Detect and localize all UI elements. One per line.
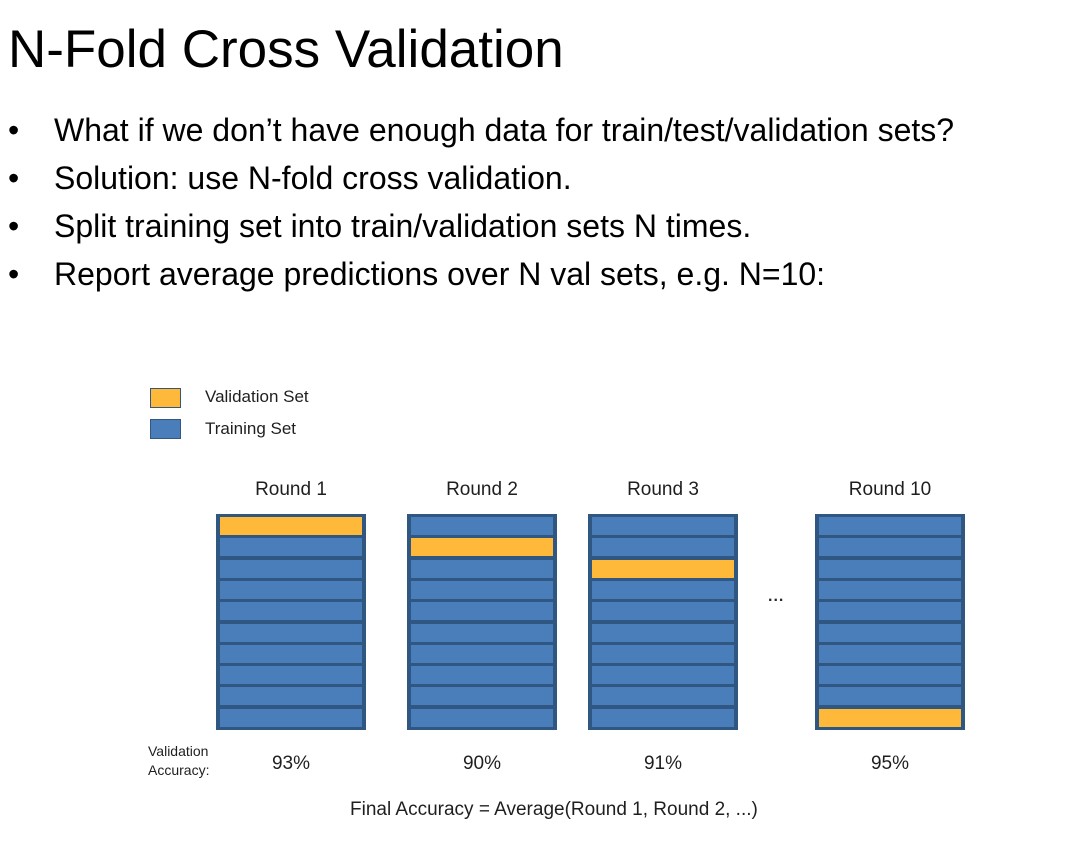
round-accuracy-value: 95%	[870, 753, 910, 774]
training-fold	[819, 687, 961, 706]
accuracy-caption-line: Accuracy:	[148, 762, 210, 778]
training-fold	[592, 687, 734, 706]
training-fold	[411, 517, 553, 535]
legend-validation-swatch	[150, 388, 181, 408]
slide-title: N-Fold Cross Validation	[8, 20, 564, 79]
round-3-fold-stack	[588, 514, 738, 730]
training-fold	[819, 580, 961, 599]
training-fold	[411, 708, 553, 727]
round-accuracy-value: 93%	[271, 753, 311, 774]
legend-training-swatch	[150, 419, 181, 439]
rounds-ellipsis: ...	[768, 588, 785, 605]
training-fold	[592, 517, 734, 535]
training-fold	[592, 580, 734, 599]
training-fold	[220, 687, 362, 706]
training-fold	[819, 517, 961, 535]
validation-fold	[220, 517, 362, 535]
bullet-item: • Report average predictions over N val s…	[6, 250, 1066, 298]
training-fold	[220, 559, 362, 578]
bullet-item: • Solution: use N-fold cross validation.	[6, 154, 1066, 202]
bullet-dot: •	[8, 208, 20, 244]
bullet-text: What if we don’t have enough data for tr…	[54, 112, 955, 148]
training-fold	[220, 666, 362, 685]
training-fold	[819, 538, 961, 557]
training-fold	[411, 580, 553, 599]
training-fold	[819, 559, 961, 578]
bullet-item: • Split training set into train/validatio…	[6, 202, 1066, 250]
round-label: Round 10	[848, 479, 932, 500]
round-10-fold-stack	[815, 514, 965, 730]
accuracy-caption-line: Validation	[148, 743, 209, 759]
bullet-dot: •	[8, 160, 20, 196]
bullet-text: Solution: use N-fold cross validation.	[54, 160, 572, 196]
training-fold	[411, 559, 553, 578]
final-accuracy-formula: Final Accuracy = Average(Round 1, Round …	[350, 799, 758, 820]
training-fold	[592, 708, 734, 727]
bullet-dot: •	[8, 112, 20, 148]
round-accuracy-value: 91%	[643, 753, 683, 774]
training-fold	[411, 666, 553, 685]
training-fold	[819, 602, 961, 621]
bullet-list: • What if we don’t have enough data for t…	[6, 106, 1066, 298]
training-fold	[220, 580, 362, 599]
round-1-fold-stack	[216, 514, 366, 730]
training-fold	[819, 623, 961, 642]
round-2-fold-stack	[407, 514, 557, 730]
training-fold	[819, 644, 961, 663]
legend-training-label: Training Set	[205, 419, 297, 438]
bullet-text: Split training set into train/validation…	[54, 208, 752, 244]
validation-fold	[819, 708, 961, 727]
validation-fold	[411, 538, 553, 557]
round-label: Round 3	[627, 479, 699, 500]
round-label: Round 1	[255, 479, 327, 500]
training-fold	[411, 644, 553, 663]
training-fold	[220, 623, 362, 642]
bullet-text: Report average predictions over N val se…	[54, 256, 826, 292]
training-fold	[592, 538, 734, 557]
legend-validation-label: Validation Set	[205, 387, 309, 406]
training-fold	[220, 538, 362, 557]
round-accuracy-value: 90%	[462, 753, 502, 774]
training-fold	[220, 644, 362, 663]
training-fold	[819, 666, 961, 685]
training-fold	[220, 708, 362, 727]
bullet-item: • What if we don’t have enough data for t…	[6, 106, 1066, 154]
validation-fold	[592, 559, 734, 578]
training-fold	[411, 623, 553, 642]
training-fold	[411, 687, 553, 706]
bullet-dot: •	[8, 256, 20, 292]
training-fold	[592, 602, 734, 621]
training-fold	[592, 666, 734, 685]
validation-accuracy-caption: Validation Accuracy:	[148, 742, 209, 780]
round-label: Round 2	[446, 479, 518, 500]
training-fold	[411, 602, 553, 621]
training-fold	[220, 602, 362, 621]
training-fold	[592, 623, 734, 642]
training-fold	[592, 644, 734, 663]
